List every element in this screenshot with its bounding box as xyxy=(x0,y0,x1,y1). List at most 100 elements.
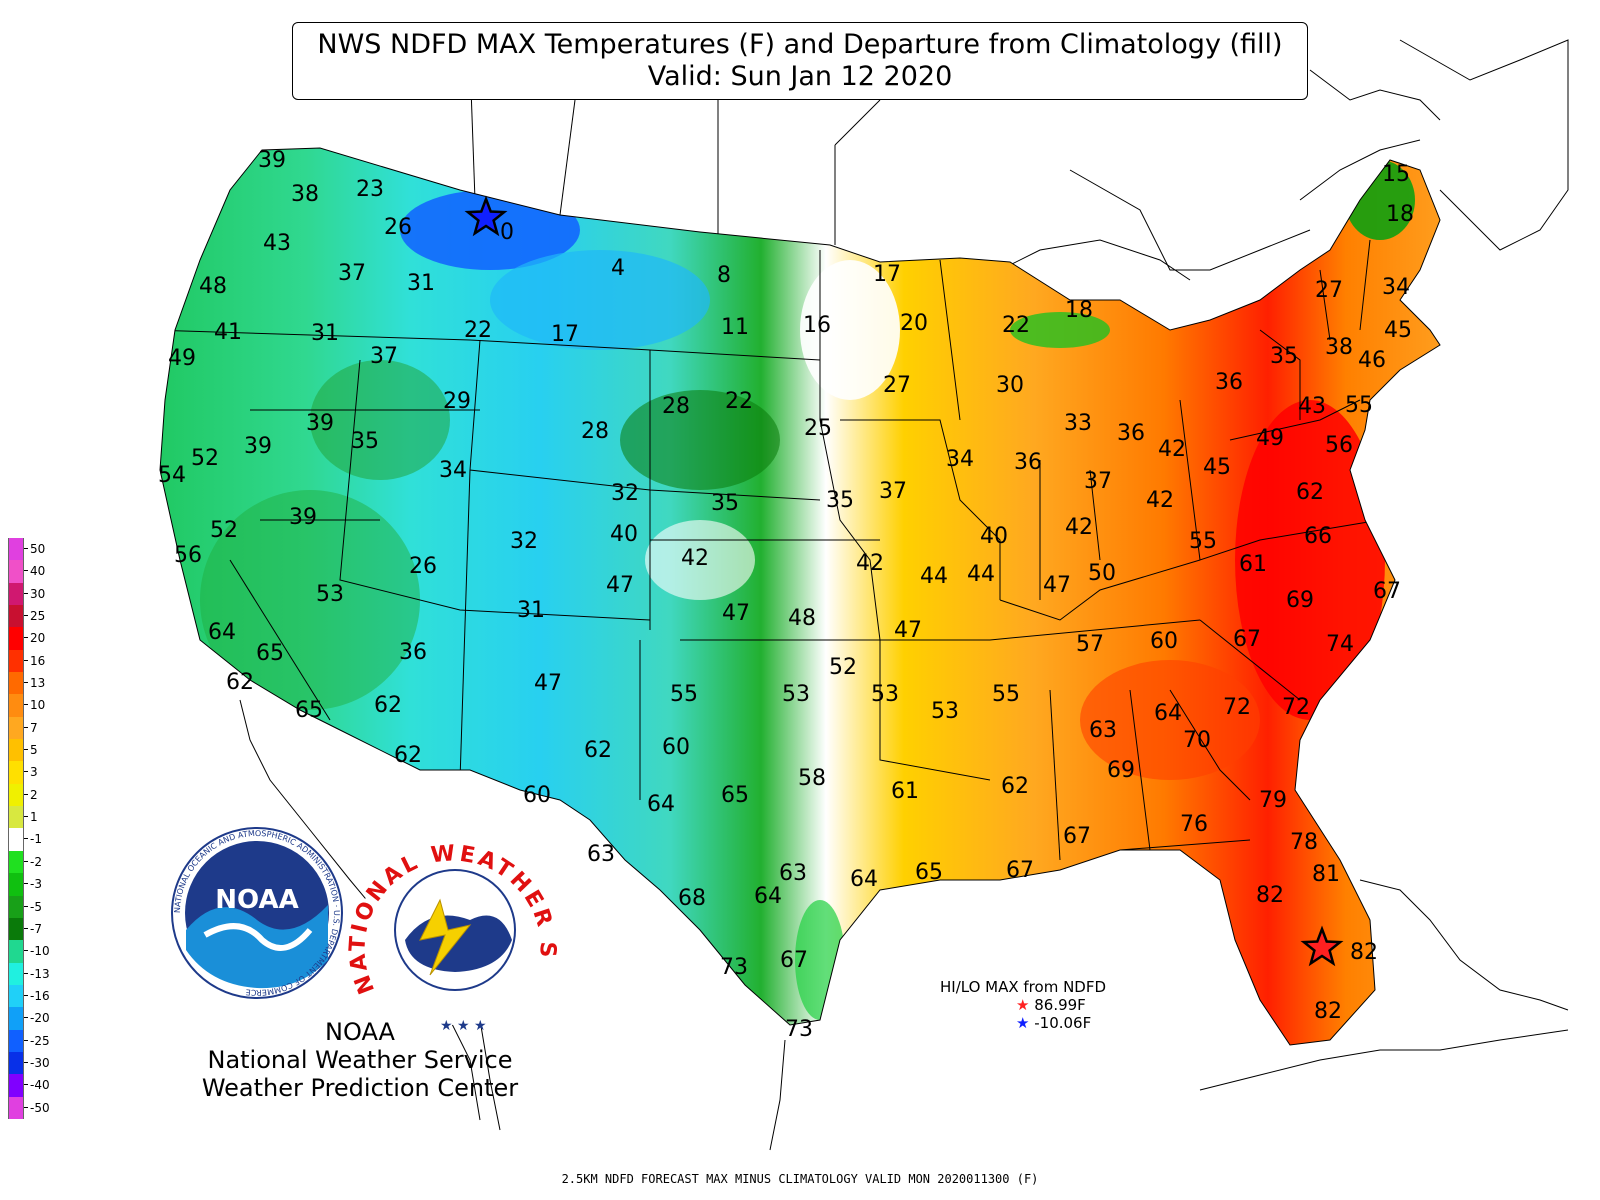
station-value: 61 xyxy=(891,779,919,804)
station-value: 25 xyxy=(804,416,832,441)
station-value: 60 xyxy=(1150,629,1178,654)
legend-swatch xyxy=(8,850,24,874)
station-value: 8 xyxy=(717,263,731,288)
legend-swatch xyxy=(8,672,24,695)
station-value: 17 xyxy=(551,322,579,347)
legend-swatch xyxy=(8,538,24,561)
station-value: 32 xyxy=(611,481,639,506)
legend-swatch xyxy=(8,1007,24,1030)
station-value: 55 xyxy=(992,682,1020,707)
hilo-title: HI/LO MAX from NDFD xyxy=(940,978,1107,996)
station-value: 69 xyxy=(1286,588,1314,613)
station-value: 26 xyxy=(409,554,437,579)
state-borders xyxy=(160,239,1381,861)
station-value: 74 xyxy=(1326,632,1354,657)
hilo-lo-value: -10.06F xyxy=(1034,1014,1092,1032)
station-value: 27 xyxy=(1315,278,1343,303)
station-value: 62 xyxy=(394,743,422,768)
legend-swatch xyxy=(8,739,24,762)
station-value: 48 xyxy=(788,606,816,631)
legend-item: 50 xyxy=(8,538,72,561)
station-value: 29 xyxy=(443,389,471,414)
station-value: 52 xyxy=(829,655,857,680)
station-value: 64 xyxy=(208,620,236,645)
station-value: 42 xyxy=(856,551,884,576)
map-title-line2: Valid: Sun Jan 12 2020 xyxy=(647,61,953,92)
station-value: 61 xyxy=(1239,552,1267,577)
legend-item: -20 xyxy=(8,1007,72,1030)
station-value: 18 xyxy=(1065,298,1093,323)
station-value: 42 xyxy=(681,546,709,571)
station-value: 40 xyxy=(980,524,1008,549)
station-value: 47 xyxy=(1043,573,1071,598)
legend-item: -13 xyxy=(8,962,72,985)
hilo-box: HI/LO MAX from NDFD ★ 86.99F ★ -10.06F xyxy=(940,978,1180,1032)
color-legend: 50 40 30 25 20 16 13 10 7 5 3 2 1 -1 -2 -3 -5 -7 -10 -13 -16… xyxy=(8,538,72,1119)
legend-item: -50 xyxy=(8,1096,72,1119)
station-value: 18 xyxy=(1386,202,1414,227)
map-title: NWS NDFD MAX Temperatures (F) and Depart… xyxy=(292,22,1308,100)
station-value: 42 xyxy=(1146,488,1174,513)
legend-swatch xyxy=(8,761,24,784)
credit-block: NOAA National Weather Service Weather Pr… xyxy=(170,1018,550,1102)
station-value: 39 xyxy=(289,505,317,530)
map-title-line1: NWS NDFD MAX Temperatures (F) and Depart… xyxy=(317,29,1283,60)
credit-wpc: Weather Prediction Center xyxy=(201,1074,519,1102)
legend-label: -7 xyxy=(30,921,42,936)
station-value: 44 xyxy=(967,562,995,587)
station-value: 72 xyxy=(1282,695,1310,720)
station-value: 48 xyxy=(199,274,227,299)
station-value: 35 xyxy=(1270,344,1298,369)
legend-swatch xyxy=(8,649,24,673)
credit-nws: National Weather Service xyxy=(207,1046,513,1074)
legend-swatch xyxy=(8,627,24,650)
station-value: 67 xyxy=(1063,824,1091,849)
legend-item: 16 xyxy=(8,649,72,673)
legend-item: -30 xyxy=(8,1051,72,1075)
station-value: 37 xyxy=(370,344,398,369)
footer-caption: 2.5KM NDFD FORECAST MAX MINUS CLIMATOLOG… xyxy=(561,1172,1039,1186)
legend-label: -1 xyxy=(30,832,42,847)
station-value: 22 xyxy=(1002,313,1030,338)
station-value: 38 xyxy=(1325,335,1353,360)
hi-star-icon: ★ xyxy=(1016,996,1030,1014)
station-value: 67 xyxy=(1006,858,1034,883)
station-value: 39 xyxy=(306,411,334,436)
station-value: 11 xyxy=(721,315,749,340)
station-value: 56 xyxy=(1325,433,1353,458)
station-value: 45 xyxy=(1384,318,1412,343)
station-value: 35 xyxy=(826,488,854,513)
legend-swatch xyxy=(8,1051,24,1075)
station-value: 65 xyxy=(915,860,943,885)
legend-swatch xyxy=(8,828,24,851)
station-value: 49 xyxy=(168,346,196,371)
station-value: 44 xyxy=(920,564,948,589)
station-value: 22 xyxy=(725,389,753,414)
credit-noaa: NOAA xyxy=(325,1018,395,1046)
station-value: 36 xyxy=(399,640,427,665)
station-value: 63 xyxy=(1089,718,1117,743)
station-value: 31 xyxy=(407,271,435,296)
station-value: 55 xyxy=(1189,529,1217,554)
legend-item: -40 xyxy=(8,1074,72,1097)
legend-item: -10 xyxy=(8,940,72,963)
min-star-icon xyxy=(464,195,508,237)
legend-item: 30 xyxy=(8,582,72,606)
station-value: 42 xyxy=(1065,515,1093,540)
station-value: 64 xyxy=(1154,701,1182,726)
station-value: 67 xyxy=(1373,579,1401,604)
legend-label: -2 xyxy=(30,854,42,869)
station-value: 36 xyxy=(1215,370,1243,395)
station-value: 62 xyxy=(226,670,254,695)
station-value: 47 xyxy=(534,671,562,696)
legend-swatch xyxy=(8,806,24,829)
hilo-markers xyxy=(464,195,1344,967)
legend-item: 1 xyxy=(8,806,72,829)
station-value: 62 xyxy=(584,738,612,763)
station-value: 40 xyxy=(610,522,638,547)
station-value: 22 xyxy=(464,318,492,343)
legend-swatch xyxy=(8,984,24,1008)
station-value: 31 xyxy=(311,321,339,346)
station-value: 15 xyxy=(1382,162,1410,187)
